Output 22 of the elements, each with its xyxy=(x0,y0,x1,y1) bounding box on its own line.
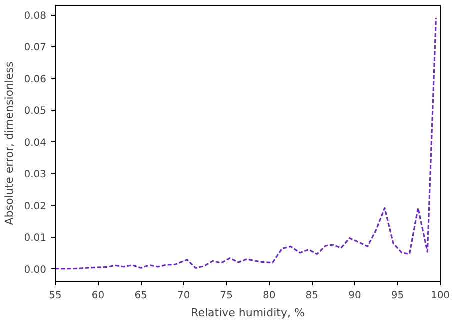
y-axis-title: Absolute error, dimensionless xyxy=(3,62,16,226)
x-tick-label: 100 xyxy=(430,290,450,302)
y-tick-label: 0.05 xyxy=(24,106,46,118)
y-tick-label: 0.01 xyxy=(24,233,46,244)
y-tick-label: 0.06 xyxy=(24,74,46,86)
x-tick-label: 85 xyxy=(306,290,319,302)
x-tick-label: 60 xyxy=(92,290,105,302)
x-tick-label: 75 xyxy=(220,290,233,302)
y-tick-label: 0.03 xyxy=(24,170,46,181)
x-tick-label: 70 xyxy=(177,290,190,302)
x-tick-label: 95 xyxy=(391,290,404,302)
y-tick-label: 0.08 xyxy=(24,11,46,22)
y-tick-label: 0.00 xyxy=(24,264,46,276)
x-tick-label: 80 xyxy=(263,290,276,302)
y-tick-label: 0.04 xyxy=(24,138,46,149)
y-tick-label: 0.07 xyxy=(24,42,46,54)
y-tick-label: 0.02 xyxy=(24,201,46,212)
x-tick-label: 90 xyxy=(348,290,362,302)
x-tick-label: 55 xyxy=(49,290,62,302)
line-series xyxy=(56,17,438,270)
x-axis-title: Relative humidity, % xyxy=(191,306,305,320)
x-tick-label: 65 xyxy=(134,290,148,302)
